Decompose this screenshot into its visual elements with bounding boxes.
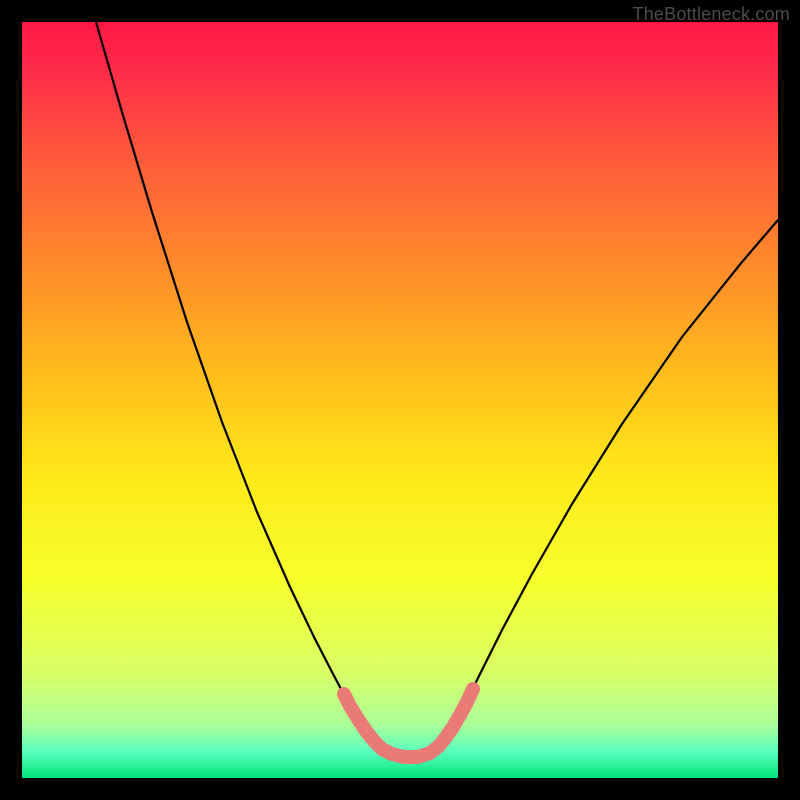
plot-area [22,22,778,778]
curve-layer [22,22,778,778]
chart-frame: TheBottleneck.com [0,0,800,800]
bottleneck-curve [96,22,778,758]
accent-highlight [344,689,473,757]
